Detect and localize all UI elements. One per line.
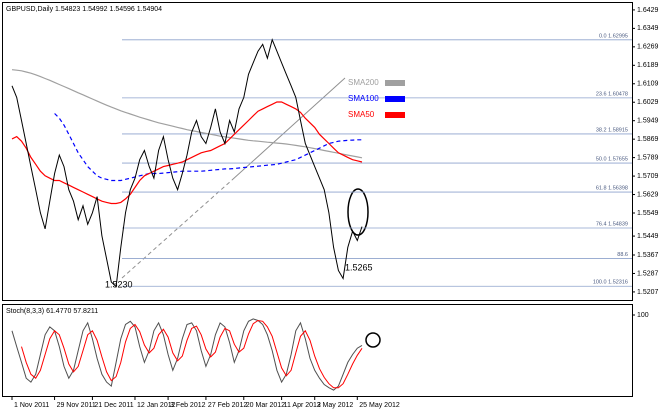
y-tick-label: 1.5789 bbox=[637, 154, 659, 161]
price-line bbox=[11, 38, 363, 288]
y-tick-label: 1.6189 bbox=[637, 62, 659, 69]
sma-line bbox=[54, 113, 362, 182]
x-tick-label: 21 Dec 2011 bbox=[94, 402, 133, 409]
fib-label: 23.6 1.60478 bbox=[596, 91, 628, 97]
y-tick-label: 1.5207 bbox=[637, 289, 659, 296]
x-tick-label: 12 Jan 2012 bbox=[137, 402, 176, 409]
x-tick-label: 11 Apr 2012 bbox=[284, 402, 321, 409]
x-tick-label: 25 May 2012 bbox=[359, 402, 400, 409]
y-tick-label: 1.6429 bbox=[637, 7, 659, 14]
fib-label: 100.0 1.52316 bbox=[593, 280, 628, 286]
legend-label: SMA100 bbox=[348, 94, 379, 103]
sma-line bbox=[11, 69, 363, 159]
fib-label: 0.0 1.62995 bbox=[599, 33, 628, 39]
y-tick-label: 1.6349 bbox=[637, 25, 659, 32]
fib-label: 50.0 1.57655 bbox=[596, 156, 628, 162]
highlight-circle bbox=[365, 332, 381, 348]
stoch-panel bbox=[2, 304, 633, 397]
stoch-title: Stoch(8,3,3) 61.4770 57.8211 bbox=[6, 308, 98, 315]
y-tick-label: 1.6109 bbox=[637, 81, 659, 88]
x-tick-label: 27 Feb 2012 bbox=[208, 402, 247, 409]
annotation: 1.5230 bbox=[105, 279, 133, 289]
y-tick-label: 1.6269 bbox=[637, 44, 659, 51]
y-tick-label: 1.5549 bbox=[637, 210, 659, 217]
fib-label: 61.8 1.56398 bbox=[596, 185, 628, 191]
x-tick-label: 29 Nov 2011 bbox=[57, 402, 96, 409]
x-tick-label: 20 Mar 2012 bbox=[246, 402, 285, 409]
sma-line bbox=[11, 101, 363, 205]
x-tick-label: 3 Feb 2012 bbox=[170, 402, 206, 409]
legend-label: SMA200 bbox=[348, 78, 379, 87]
stoch-main bbox=[11, 318, 363, 391]
y-tick-label: 1.5869 bbox=[637, 136, 659, 143]
trend-line bbox=[121, 179, 233, 279]
fib-label: 88.6 bbox=[617, 252, 628, 258]
fib-label: 76.4 1.54839 bbox=[596, 221, 628, 227]
legend-swatch bbox=[385, 80, 405, 86]
stoch-signal bbox=[21, 319, 363, 389]
y-tick-label: 1.6029 bbox=[637, 99, 659, 106]
y-tick-label: 1.5629 bbox=[637, 191, 659, 198]
y-tick-label: 1.5449 bbox=[637, 233, 659, 240]
x-tick-label: 1 Nov 2011 bbox=[14, 402, 49, 409]
y-tick-label: 100 bbox=[637, 312, 649, 319]
y-tick-label: 1.5367 bbox=[637, 252, 659, 259]
y-tick-label: 1.5287 bbox=[637, 270, 659, 277]
price-panel bbox=[2, 2, 633, 301]
x-tick-label: 3 May 2012 bbox=[317, 402, 354, 409]
chart-title: GBPUSD,Daily 1.54823 1.54992 1.54596 1.5… bbox=[6, 6, 162, 13]
annotation: 1.5265 bbox=[345, 262, 373, 272]
highlight-ellipse bbox=[347, 188, 369, 236]
y-tick-label: 1.5709 bbox=[637, 173, 659, 180]
legend-swatch bbox=[385, 112, 405, 118]
fib-label: 38.2 1.58915 bbox=[596, 127, 628, 133]
legend-label: SMA50 bbox=[348, 110, 375, 119]
legend-swatch bbox=[385, 96, 405, 102]
y-tick-label: 1.5949 bbox=[637, 118, 659, 125]
